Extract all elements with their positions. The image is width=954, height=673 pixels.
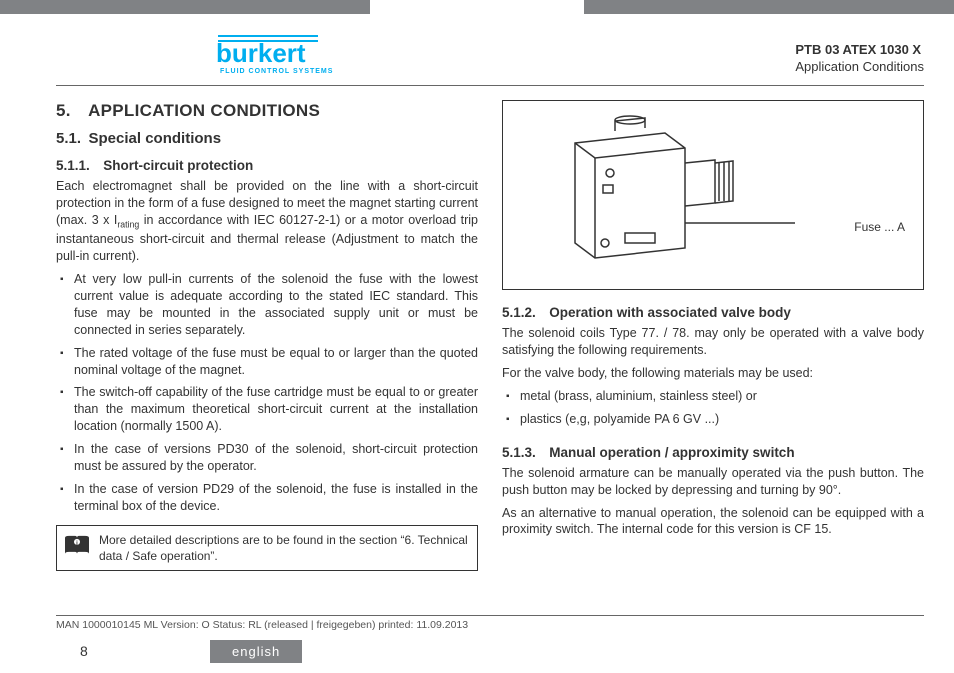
header-bar-left [0,0,370,14]
section-label: Application Conditions [795,59,924,74]
p-valve-body-2: For the valve body, the following materi… [502,365,924,382]
page-number: 8 [80,643,88,659]
fuse-label: Fuse ... A [854,219,905,235]
info-book-icon: i [63,534,91,562]
page-header: burkert FLUID CONTROL SYSTEMS PTB 03 ATE… [56,26,924,86]
p1-sub: rating [117,220,139,230]
list-item: In the case of versions PD30 of the sole… [74,441,478,475]
note-text: More detailed descriptions are to be fou… [99,533,468,563]
heading-5-1-1: 5.1.1. Short-circuit protection [56,157,478,175]
language-badge: english [210,640,302,663]
bullet-list-right: metal (brass, aluminium, stainless steel… [502,388,924,428]
heading-5: 5. APPLICATION CONDITIONS [56,100,478,123]
content-area: 5. APPLICATION CONDITIONS 5.1. Special c… [56,100,924,613]
heading-5-1-2: 5.1.2. Operation with associated valve b… [502,304,924,322]
list-item: At very low pull-in currents of the sole… [74,271,478,339]
burkert-logo-icon: burkert FLUID CONTROL SYSTEMS [216,32,336,76]
valve-diagram: Fuse ... A [502,100,924,290]
list-item: plastics (e,g, polyamide PA 6 GV ...) [520,411,924,428]
list-item: The switch-off capability of the fuse ca… [74,384,478,435]
p-manual-2: As an alternative to manual operation, t… [502,505,924,539]
list-item: In the case of version PD29 of the solen… [74,481,478,515]
svg-text:burkert: burkert [216,38,306,68]
heading-5-1-3: 5.1.3. Manual operation / approximity sw… [502,444,924,462]
left-column: 5. APPLICATION CONDITIONS 5.1. Special c… [56,100,478,613]
list-item: metal (brass, aluminium, stainless steel… [520,388,924,405]
brand-logo: burkert FLUID CONTROL SYSTEMS [216,32,336,81]
p-valve-body-1: The solenoid coils Type 77. / 78. may on… [502,325,924,359]
header-right-block: PTB 03 ATEX 1030 X Application Condition… [795,42,924,74]
list-item: The rated voltage of the fuse must be eq… [74,345,478,379]
valve-illustration-icon [515,113,795,279]
note-callout: i More detailed descriptions are to be f… [56,525,478,571]
doc-id: PTB 03 ATEX 1030 X [795,42,924,57]
right-column: Fuse ... A 5.1.2. Operation with associa… [502,100,924,613]
heading-5-1: 5.1. Special conditions [56,129,478,149]
footer-metadata: MAN 1000010145 ML Version: O Status: RL … [56,615,924,631]
bullet-list-left: At very low pull-in currents of the sole… [56,271,478,514]
svg-text:FLUID CONTROL SYSTEMS: FLUID CONTROL SYSTEMS [220,68,333,75]
p-manual-1: The solenoid armature can be manually op… [502,465,924,499]
header-bar-right [584,0,954,14]
intro-paragraph: Each electromagnet shall be provided on … [56,178,478,265]
